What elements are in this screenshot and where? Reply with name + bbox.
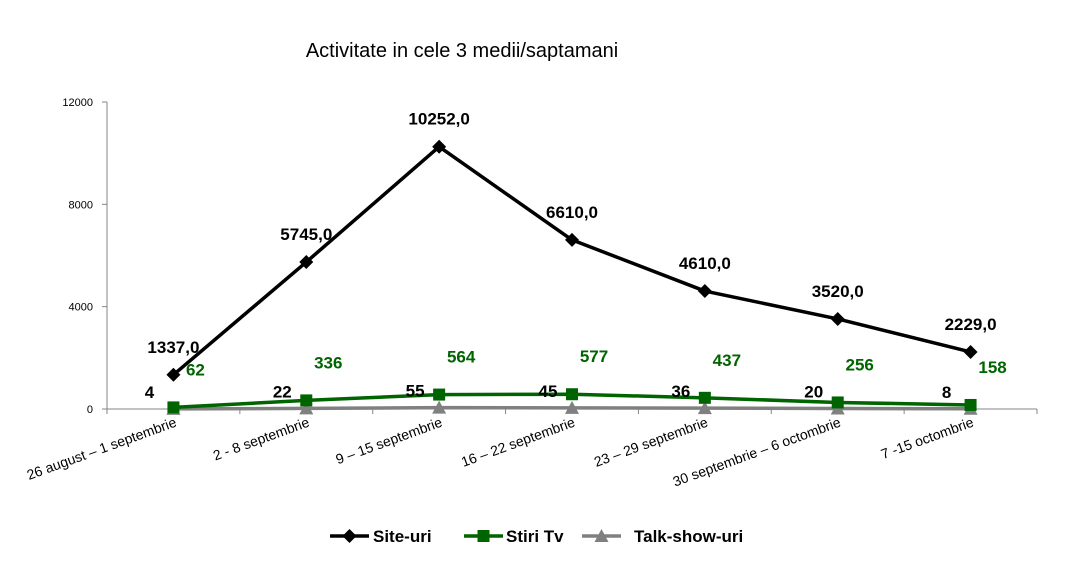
data-point-triangle xyxy=(565,400,579,414)
data-point-triangle xyxy=(594,529,609,542)
data-point-triangle xyxy=(299,401,314,415)
legend-item: Stiri Tv xyxy=(464,527,564,546)
data-label-stiri-tv: 256 xyxy=(846,355,874,374)
legend-label: Site-uri xyxy=(373,527,432,546)
data-label-site-uri: 6610,0 xyxy=(546,203,598,222)
x-tick-label: 16 – 22 septembrie xyxy=(459,414,577,470)
legend-label: Talk-show-uri xyxy=(634,527,743,546)
data-label-site-uri: 3520,0 xyxy=(812,282,864,301)
data-label-talk-show-uri: 8 xyxy=(942,383,951,402)
legend-item: Site-uri xyxy=(330,527,432,546)
legend-item: Talk-show-uri xyxy=(582,527,743,546)
series-line xyxy=(172,144,971,377)
data-point-square xyxy=(698,391,711,404)
data-point-square xyxy=(433,388,446,401)
data-label-stiri-tv: 336 xyxy=(314,353,342,372)
data-label-talk-show-uri: 20 xyxy=(804,382,823,401)
data-labels: 1337,05745,010252,06610,04610,03520,0222… xyxy=(145,110,1007,402)
data-point-diamond xyxy=(166,367,181,382)
data-point-square xyxy=(964,398,977,411)
data-point-square xyxy=(300,394,313,407)
data-point-diamond xyxy=(565,232,579,247)
y-tick-label: 4000 xyxy=(69,302,93,314)
series-site-uri xyxy=(166,139,978,382)
y-tick-label: 8000 xyxy=(69,199,93,211)
y-tick-label: 0 xyxy=(87,404,93,416)
data-label-stiri-tv: 577 xyxy=(580,347,608,366)
data-label-talk-show-uri: 22 xyxy=(273,382,292,401)
data-label-talk-show-uri: 36 xyxy=(671,382,690,401)
data-label-site-uri: 10252,0 xyxy=(408,110,469,129)
series-layer xyxy=(166,139,978,415)
data-point-diamond xyxy=(963,344,978,359)
data-point-square xyxy=(831,396,844,409)
legend: Site-uri Stiri Tv Talk-show-uri xyxy=(330,527,743,546)
data-point-square xyxy=(566,388,578,401)
x-tick-label: 9 – 15 septembrie xyxy=(333,414,444,467)
data-label-site-uri: 4610,0 xyxy=(679,254,731,273)
data-point-diamond xyxy=(342,529,357,543)
data-point-triangle xyxy=(432,400,447,414)
data-label-talk-show-uri: 45 xyxy=(539,382,558,401)
x-tick-label: 2 - 8 septembrie xyxy=(211,414,312,464)
chart-title: Activitate in cele 3 medii/saptamani xyxy=(306,40,618,62)
data-point-diamond xyxy=(299,255,314,270)
data-label-site-uri: 5745,0 xyxy=(280,225,332,244)
data-label-talk-show-uri: 4 xyxy=(145,383,155,402)
legend-label: Stiri Tv xyxy=(506,527,564,546)
data-point-diamond xyxy=(432,139,447,154)
data-point-square xyxy=(477,530,490,542)
series-stiri-tv xyxy=(167,388,977,414)
data-label-site-uri: 1337,0 xyxy=(147,338,199,357)
data-point-diamond xyxy=(830,311,845,326)
data-label-talk-show-uri: 55 xyxy=(406,382,425,401)
x-tick-label: 23 – 29 septembrie xyxy=(592,414,710,470)
data-point-diamond xyxy=(697,284,712,299)
data-point-triangle xyxy=(697,401,712,415)
data-label-site-uri: 2229,0 xyxy=(945,315,997,334)
data-label-stiri-tv: 437 xyxy=(713,351,741,370)
data-label-stiri-tv: 564 xyxy=(447,348,476,367)
data-point-square xyxy=(167,401,180,414)
x-tick-label: 26 august – 1 septembrie xyxy=(25,414,179,483)
axes: 0 4000 8000 12000 26 august – 1 septembrie 2 … xyxy=(25,97,1038,490)
y-tick-label: 12000 xyxy=(62,97,93,109)
data-label-stiri-tv: 62 xyxy=(186,360,205,379)
data-label-stiri-tv: 158 xyxy=(978,358,1006,377)
x-tick-label: 7 -15 octombrie xyxy=(879,414,976,462)
